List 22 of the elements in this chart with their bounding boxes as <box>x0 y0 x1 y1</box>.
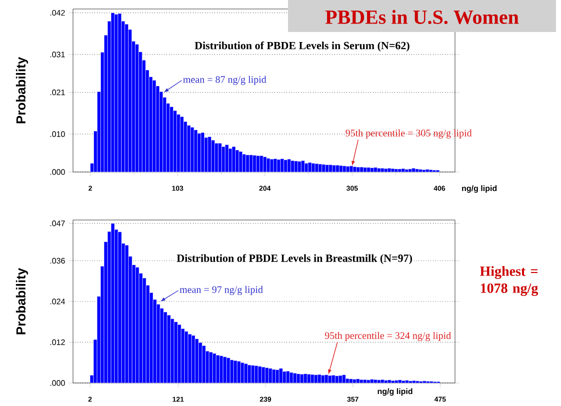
text: Distribution of PBDE Levels in Breastmilk (N=97) <box>176 254 412 264</box>
x-axis-title: ng/g lipid <box>462 185 497 193</box>
y-axis-title: Probability <box>16 268 28 334</box>
y-tick-label: .010 <box>50 131 65 137</box>
y-axis-title: Probability <box>16 56 28 124</box>
text: Distribution of PBDE Levels in Serum (N=62) <box>194 41 410 52</box>
text: Highest = 1078 ng/g <box>480 266 538 296</box>
y-tick-label: .000 <box>50 169 65 175</box>
x-axis-title: ng/g lipid <box>378 388 412 396</box>
y-tick-label: .024 <box>50 298 65 304</box>
annotation: PBDEs in U.S. Women <box>325 10 519 24</box>
y-tick-label: .000 <box>50 380 65 386</box>
y-tick-label: .042 <box>50 10 65 16</box>
y-tick-label: .012 <box>50 339 65 346</box>
annotation: 95th percentile = 324 ng/g lipid <box>324 332 451 342</box>
annotation: mean = 97 ng/g lipid <box>180 286 263 296</box>
y-tick-label: .036 <box>50 258 65 264</box>
y-tick-label: .021 <box>50 90 65 96</box>
annotation: mean = 87 ng/g lipid <box>183 76 266 85</box>
annotation: 95th percentile = 305 ng/g lipid <box>346 129 472 138</box>
y-tick-label: .047 <box>50 220 65 226</box>
y-tick-label: .031 <box>50 52 65 58</box>
